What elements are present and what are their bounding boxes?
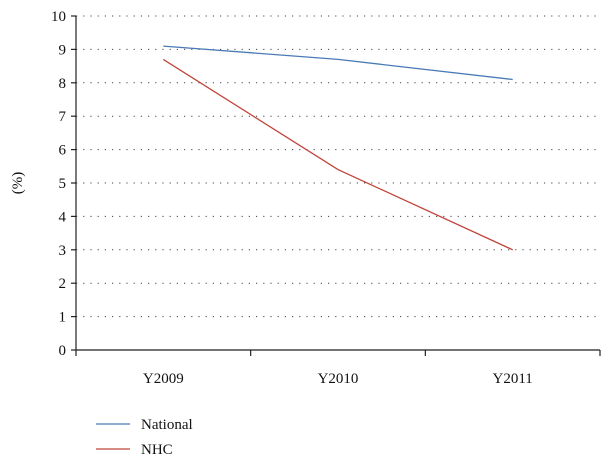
y-tick-label: 5 [59, 176, 67, 192]
y-tick-label: 1 [59, 310, 67, 326]
y-tick-label: 10 [51, 9, 66, 25]
y-tick-label: 6 [59, 143, 67, 159]
legend-label: National [141, 417, 193, 433]
x-category-label: Y2009 [143, 371, 184, 387]
x-category-label: Y2011 [493, 371, 533, 387]
series-line-national [163, 45, 513, 81]
x-category-label: Y2010 [318, 371, 359, 387]
series-lines [162, 45, 513, 251]
y-tick-label: 7 [59, 109, 67, 125]
axes [75, 16, 600, 351]
y-ticks: 0 1 2 3 4 5 6 7 8 9 10 [51, 9, 76, 359]
y-axis-title: (%) [10, 172, 26, 195]
legend-label: NHC [141, 442, 173, 458]
gridlines [76, 15, 600, 318]
series-line-nhc [162, 58, 513, 251]
legend: National NHC [96, 417, 193, 458]
x-ticks: Y2009 Y2010 Y2011 [75, 350, 601, 387]
y-tick-label: 0 [59, 343, 67, 359]
y-tick-label: 8 [59, 76, 67, 92]
y-tick-label: 9 [59, 42, 67, 58]
y-tick-label: 4 [59, 209, 67, 225]
y-tick-label: 2 [59, 276, 67, 292]
y-tick-label: 3 [59, 243, 67, 259]
